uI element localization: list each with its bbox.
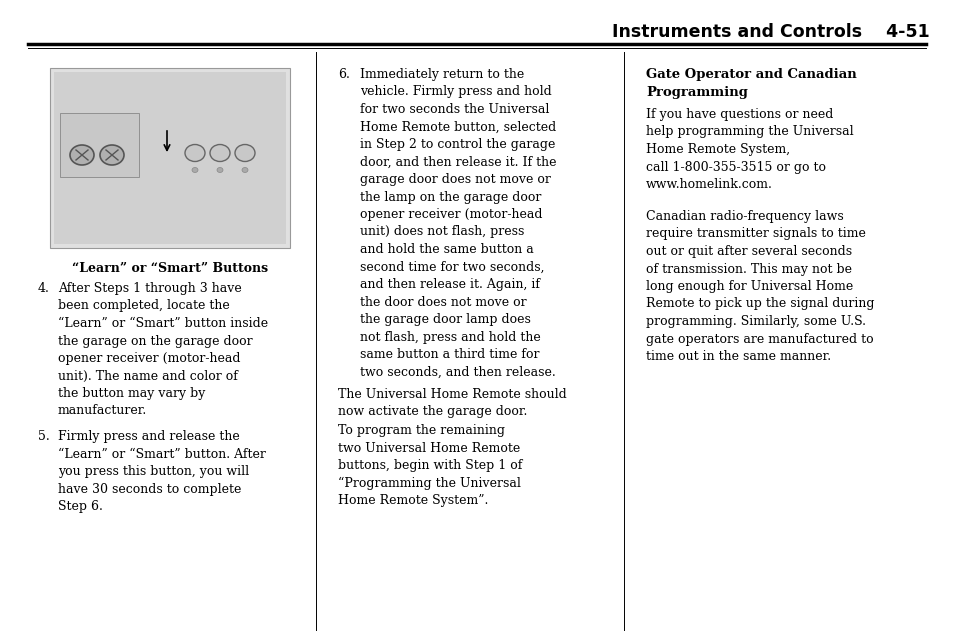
Text: Firmly press and release the
“Learn” or “Smart” button. After
you press this but: Firmly press and release the “Learn” or …: [58, 430, 266, 513]
Text: Canadian radio-frequency laws
require transmitter signals to time
out or quit af: Canadian radio-frequency laws require tr…: [645, 210, 874, 363]
Text: 4.: 4.: [38, 282, 50, 295]
Ellipse shape: [70, 145, 94, 165]
Ellipse shape: [216, 168, 223, 172]
Text: Instruments and Controls    4-51: Instruments and Controls 4-51: [612, 23, 929, 41]
Text: The Universal Home Remote should
now activate the garage door.: The Universal Home Remote should now act…: [337, 388, 566, 419]
Ellipse shape: [185, 144, 205, 161]
Ellipse shape: [100, 145, 124, 165]
FancyBboxPatch shape: [60, 113, 139, 177]
Text: 6.: 6.: [337, 68, 350, 81]
Text: After Steps 1 through 3 have
been completed, locate the
“Learn” or “Smart” butto: After Steps 1 through 3 have been comple…: [58, 282, 268, 417]
Ellipse shape: [192, 168, 198, 172]
FancyBboxPatch shape: [50, 68, 290, 248]
Text: If you have questions or need
help programming the Universal
Home Remote System,: If you have questions or need help progr…: [645, 108, 853, 191]
Ellipse shape: [242, 168, 248, 172]
Ellipse shape: [234, 144, 254, 161]
Ellipse shape: [210, 144, 230, 161]
Text: “Learn” or “Smart” Buttons: “Learn” or “Smart” Buttons: [71, 262, 268, 275]
Text: To program the remaining
two Universal Home Remote
buttons, begin with Step 1 of: To program the remaining two Universal H…: [337, 424, 522, 507]
Text: 5.: 5.: [38, 430, 50, 443]
Text: Gate Operator and Canadian: Gate Operator and Canadian: [645, 68, 856, 81]
Text: Immediately return to the
vehicle. Firmly press and hold
for two seconds the Uni: Immediately return to the vehicle. Firml…: [359, 68, 556, 378]
FancyBboxPatch shape: [54, 72, 286, 244]
Text: Programming: Programming: [645, 86, 747, 99]
